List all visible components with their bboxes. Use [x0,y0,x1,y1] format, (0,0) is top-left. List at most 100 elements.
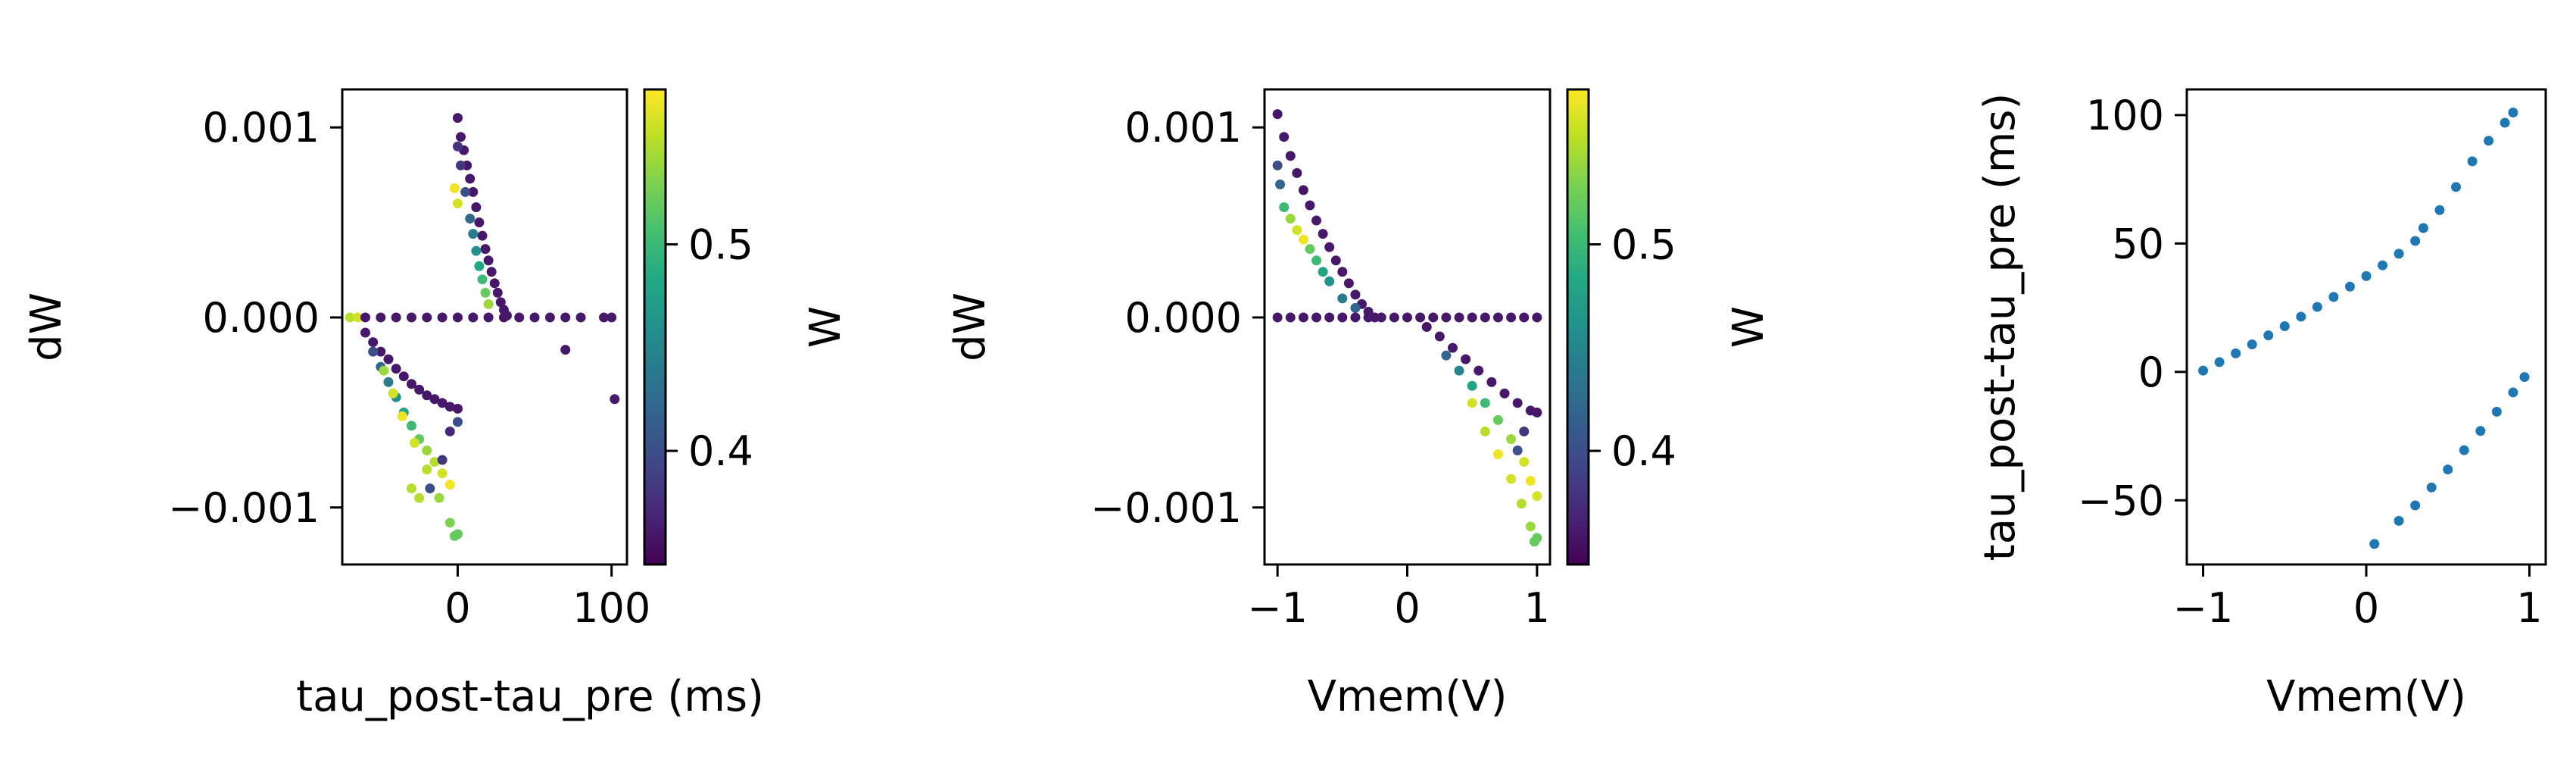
data-point [1454,312,1464,323]
data-point [429,457,440,467]
data-point [376,312,386,323]
data-point [471,202,482,212]
data-point [414,384,425,395]
data-point [1337,293,1348,304]
data-point [398,371,409,382]
plot-frame [1263,88,1552,566]
data-point [437,398,448,408]
y-axis-label: tau_post-tau_pre (ms) [1976,93,2025,561]
y-tick-label: 0.000 [1124,294,1242,342]
data-point [2378,260,2388,270]
x-axis-label: Vmem(V) [1308,672,1508,721]
plot-frame [341,88,628,566]
chart-panel-tau-vs-vmem: −1 0 1 −50 0 50 100 Vmem(V) tau_post-tau_pre (ms… [1976,88,2547,721]
data-point [452,113,463,124]
data-point [1529,536,1539,547]
data-point [2500,117,2510,128]
colorbar-tick-label: 0.4 [688,427,753,475]
data-point [455,132,466,142]
data-point [480,287,491,298]
data-point [345,312,355,323]
colorbar-tick-label: 0.5 [1611,220,1676,268]
data-point [1324,242,1335,252]
data-point [2312,302,2322,312]
data-point [1512,398,1523,408]
data-point [529,312,540,323]
data-point [1324,276,1335,286]
data-point [452,417,463,427]
data-point [1519,426,1530,436]
data-point [1441,350,1452,361]
data-point [379,365,389,376]
data-point [449,183,460,193]
scatter-points [345,113,620,541]
data-point [468,312,479,323]
data-point [1506,312,1517,323]
data-point [1337,267,1348,277]
data-point [2475,426,2486,436]
data-point [1272,312,1283,323]
data-point [480,244,491,255]
data-point [1461,354,1471,364]
data-point [2434,205,2445,215]
data-point [434,493,444,503]
data-point [452,141,463,152]
data-point [406,379,416,389]
data-point [1532,491,1542,502]
data-point [1350,302,1361,313]
data-point [1474,365,1484,376]
data-point [422,446,432,456]
data-point [1272,160,1283,170]
x-tick-label: −1 [1247,584,1308,632]
data-point [575,312,586,323]
data-point [352,312,363,323]
data-point [444,518,455,528]
data-point [1285,151,1296,161]
data-point [2459,445,2469,455]
data-point [2491,406,2502,417]
y-tick-label: −0.001 [168,484,320,532]
data-point [1318,229,1328,239]
data-point [1492,312,1503,323]
data-point [1279,202,1290,212]
data-point [2231,348,2241,358]
colorbar: 0.4 0.5 W [643,88,850,566]
data-point [1318,267,1328,277]
data-point [376,346,386,357]
data-point [501,310,512,321]
data-point [437,468,448,479]
x-tick-label: 0 [2353,584,2379,632]
colorbar-tick-label: 0.4 [1611,427,1676,475]
data-point [2467,156,2478,167]
data-point [465,214,476,224]
data-point [444,426,455,436]
colorbar-label: W [1724,306,1773,348]
data-point [1467,398,1477,408]
data-point [388,388,398,399]
chart-panel-dw-vs-tau: 0 100 −0.001 0.000 0.001 tau_post-tau_pre (ms… [22,88,850,721]
data-point [1480,312,1490,323]
data-point [406,483,416,494]
data-point [1376,312,1386,323]
data-point [560,312,571,323]
data-point [1415,312,1426,323]
data-point [2410,236,2421,246]
data-point [1486,377,1497,387]
data-point [1454,365,1464,376]
colorbar-frame [1566,88,1590,566]
data-point [437,455,448,465]
data-point [2443,464,2453,475]
data-point [1275,179,1286,189]
data-point [1311,215,1322,226]
data-point [410,437,420,448]
data-point [492,287,503,298]
data-point [1532,312,1542,323]
data-point [474,217,485,228]
data-point [2508,108,2518,118]
data-point [1525,476,1536,486]
data-point [1402,312,1412,323]
data-point [444,480,455,490]
data-point [1363,312,1374,323]
colorbar-gradient [1567,89,1589,564]
